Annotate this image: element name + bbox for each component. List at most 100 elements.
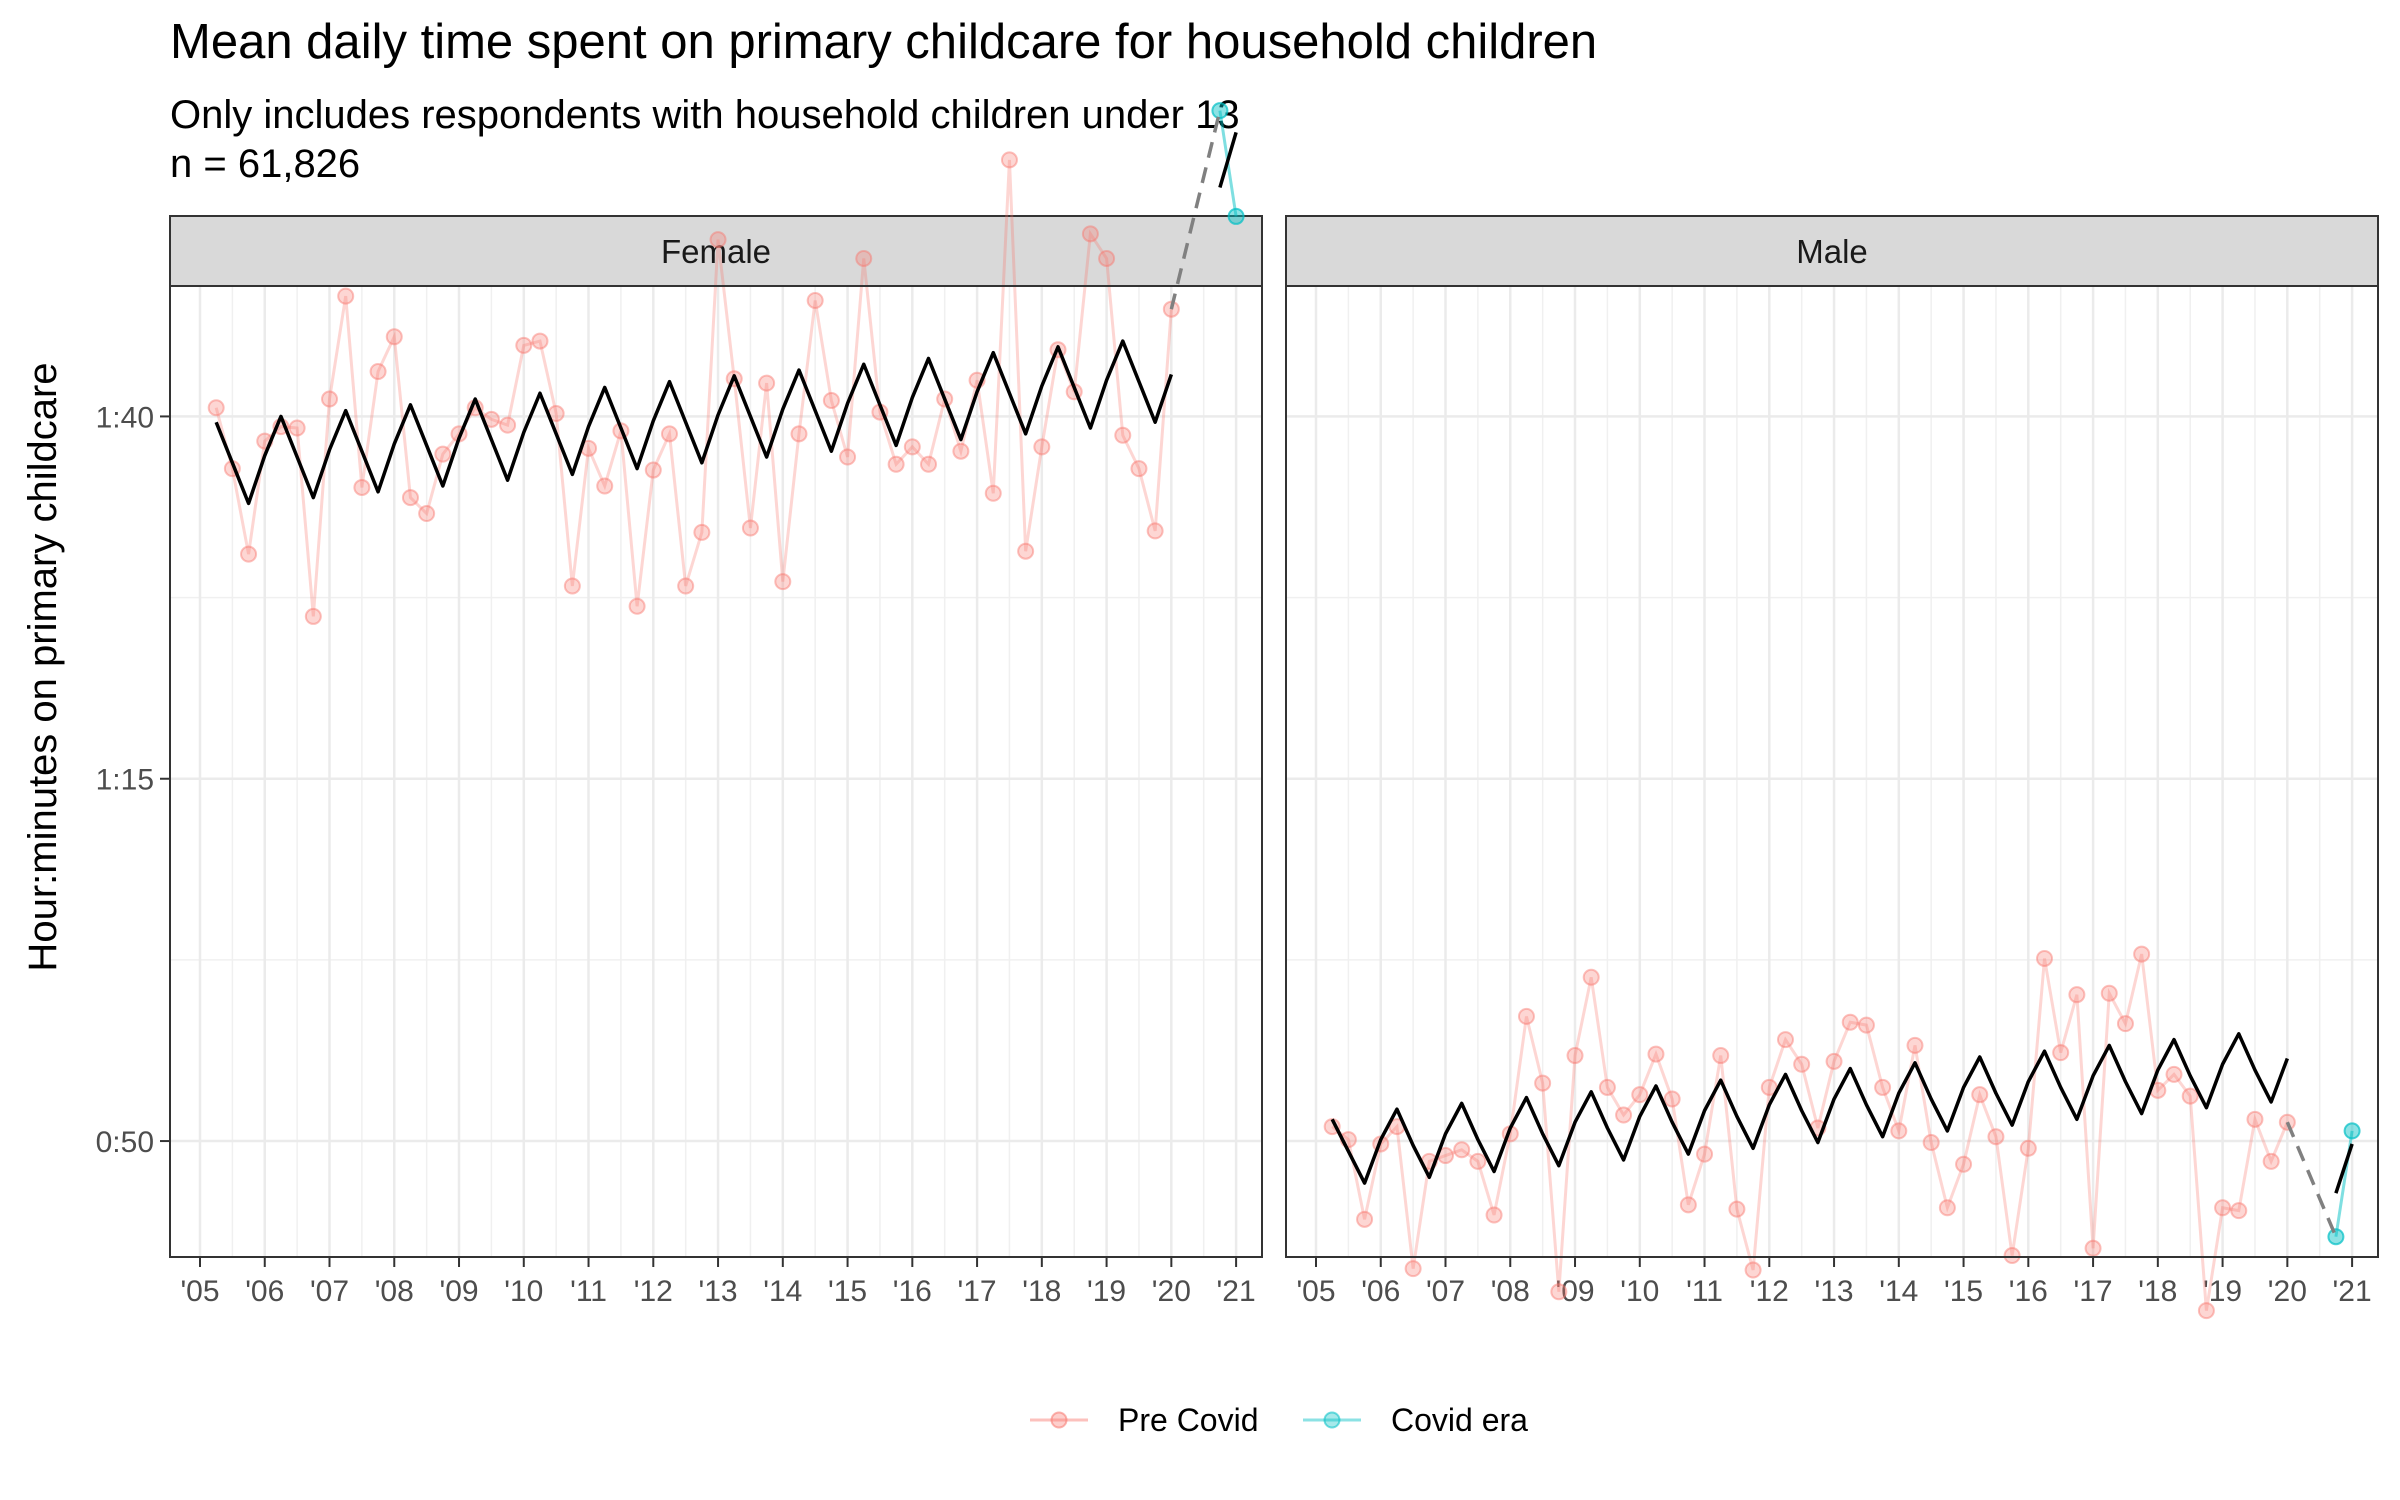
data-point-pre-covid [1517,1007,1535,1025]
legend-key-point [1050,1411,1068,1429]
chart-subtitle-line-2: n = 61,826 [170,142,360,186]
data-point-pre-covid [1114,426,1132,444]
data-point-pre-covid [628,597,646,615]
x-tick-label: '10 [1620,1275,1659,1308]
data-point-pre-covid [952,442,970,460]
x-axis: '05 '06 '07 '08 '09 '10 '11 '12 '13 '14 '15 '16 '17 '… [180,1257,1256,1308]
legend-key-point [1323,1411,1341,1429]
data-point-pre-covid [515,336,533,354]
data-point-pre-covid [1356,1210,1374,1228]
x-tick-label: '08 [375,1275,414,1308]
trend-line-gap [1169,110,1222,310]
x-tick-label: '17 [2074,1275,2113,1308]
data-point-pre-covid [2165,1065,2183,1083]
x-tick-label: '13 [698,1275,737,1308]
x-tick-label: '19 [2203,1275,2242,1308]
data-point-pre-covid [1130,460,1148,478]
data-point-pre-covid [1566,1047,1584,1065]
data-point-pre-covid [207,399,225,417]
data-point-pre-covid [385,328,403,346]
data-point-pre-covid [1000,151,1018,169]
x-tick-label: '08 [1491,1275,1530,1308]
data-point-pre-covid [855,249,873,267]
data-point-pre-covid [660,425,678,443]
panel-border [169,285,1263,1258]
data-point-pre-covid [709,231,727,249]
data-point-pre-covid [2262,1152,2280,1170]
data-point-pre-covid [1874,1078,1892,1096]
data-point-pre-covid [2116,1015,2134,1033]
data-point-pre-covid [1744,1261,1762,1279]
data-point-pre-covid [806,291,824,309]
data-point-pre-covid [887,455,905,473]
data-point-covid-era [1227,207,1245,225]
grid [1286,286,2378,1257]
panel-male: Male '05 '06 '07 '08 '09 '10 '11 '12 '13 '14 '15 '16… [1285,215,2379,1320]
x-tick-label: '09 [1555,1275,1594,1308]
data-point-pre-covid [693,523,711,541]
data-point-pre-covid [2214,1199,2232,1217]
x-tick-label: '21 [2333,1275,2372,1308]
x-tick-label: '07 [1426,1275,1465,1308]
x-tick-label: '13 [1814,1275,1853,1308]
data-point-pre-covid [321,390,339,408]
legend-item-covid-era: Covid era [1303,1402,1528,1438]
data-point-pre-covid [1890,1122,1908,1140]
x-tick-label: '14 [763,1275,802,1308]
data-point-pre-covid [1550,1283,1568,1301]
x-tick-label: '15 [828,1275,867,1308]
data-point-pre-covid [337,287,355,305]
data-point-pre-covid [1857,1016,1875,1034]
data-point-pre-covid [1098,249,1116,267]
x-axis: '05 '06 '07 '08 '09 '10 '11 '12 '13 '14 '15 '16 '17 '… [1296,1257,2372,1308]
data-point-pre-covid [903,438,921,456]
chart-subtitle-line-1: Only includes respondents with household… [170,93,1240,137]
data-point-pre-covid [2084,1239,2102,1257]
y-axis: 0:50 1:15 1:40 [96,401,170,1159]
data-point-pre-covid [1081,225,1099,243]
facet-strip [169,215,1263,287]
data-point-pre-covid [304,607,322,625]
panel-female: Female'05'06'07'08'09'10'11'12'13'14'15 '… [169,102,1263,1308]
data-point-pre-covid [774,573,792,591]
x-tick-label: '12 [634,1275,673,1308]
data-point-pre-covid [563,577,581,595]
data-point-pre-covid [822,391,840,409]
data-point-pre-covid [1776,1031,1794,1049]
x-tick-label: '06 [245,1275,284,1308]
x-tick-label: '19 [1087,1275,1126,1308]
facet-strip-label: Female [661,233,771,270]
data-point-pre-covid [596,477,614,495]
data-point-pre-covid [2003,1247,2021,1265]
data-point-pre-covid [288,419,306,437]
data-point-pre-covid [1598,1078,1616,1096]
data-point-pre-covid [2100,984,2118,1002]
x-tick-label: '21 [1217,1275,1256,1308]
x-tick-label: '05 [1296,1275,1335,1308]
trend-line-pre-covid [1330,1032,2289,1185]
trend-line-covid-era [1218,131,1238,188]
x-tick-label: '18 [2138,1275,2177,1308]
y-tick-label: 1:15 [96,764,154,797]
data-point-pre-covid [2133,945,2151,963]
x-tick-label: '17 [958,1275,997,1308]
data-point-pre-covid [2181,1087,2199,1105]
data-point-pre-covid [2019,1139,2037,1157]
y-axis-label: Hour:minutes on primary childcare [21,362,65,971]
data-point-pre-covid [758,374,776,392]
x-tick-label: '10 [504,1275,543,1308]
data-point-pre-covid [1146,522,1164,540]
data-point-pre-covid [1033,438,1051,456]
data-point-pre-covid [677,577,695,595]
data-point-pre-covid [1582,968,1600,986]
data-point-pre-covid [2246,1110,2264,1128]
data-point-pre-covid [1469,1152,1487,1170]
x-tick-label: '06 [1361,1275,1400,1308]
data-point-pre-covid [644,461,662,479]
series-line-pre-covid [1331,953,2289,1311]
data-point-pre-covid [1793,1055,1811,1073]
facet-strip-label: Male [1796,233,1868,270]
data-point-pre-covid [1453,1141,1471,1159]
data-point-pre-covid [1679,1196,1697,1214]
series-line-pre-covid [214,159,1173,617]
